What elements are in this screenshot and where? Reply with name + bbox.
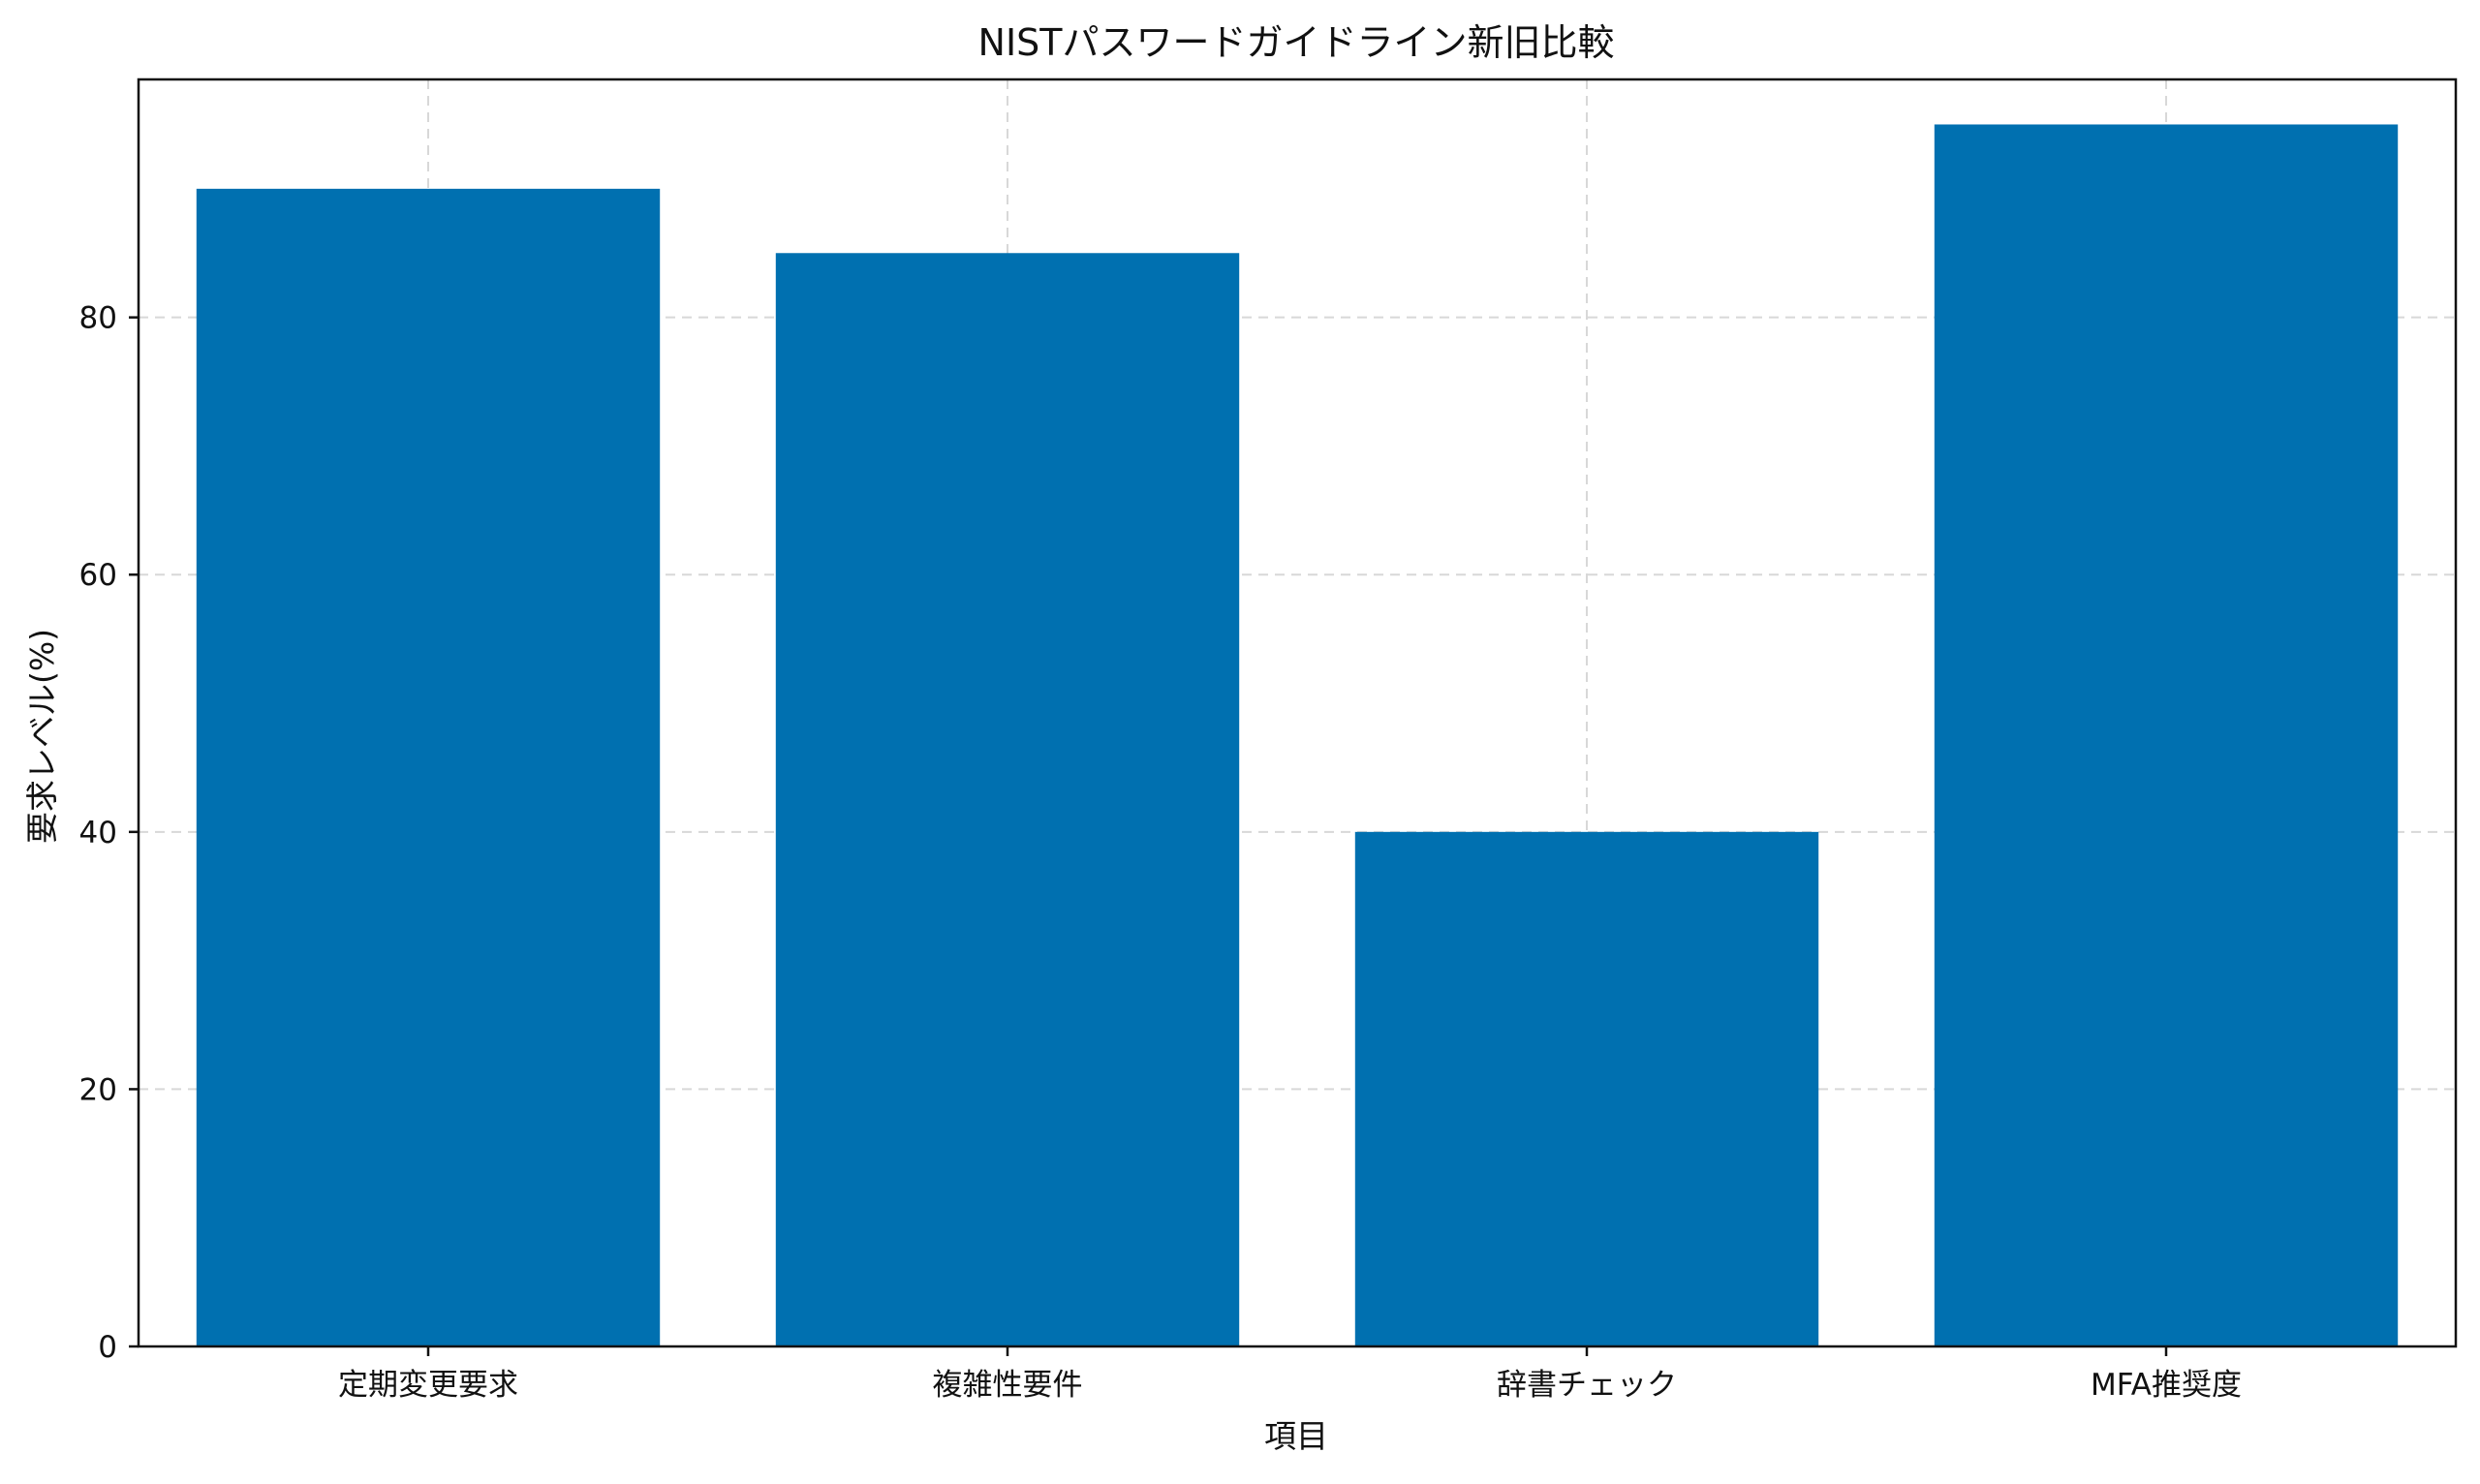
x-tick-label: MFA推奨度: [2091, 1368, 2242, 1403]
x-tick-label: 定期変更要求: [338, 1368, 518, 1403]
bars: [196, 124, 2399, 1347]
bar: [1354, 831, 1819, 1346]
y-axis-label: 要求レベル(%): [23, 629, 61, 844]
y-tick-label: 0: [98, 1330, 117, 1365]
plot-frame: [137, 77, 2458, 1348]
x-tick-label: 複雑性要件: [933, 1368, 1083, 1403]
axes: [137, 77, 2458, 1348]
chart-title: NISTパスワードガイドライン新旧比較: [978, 21, 1615, 64]
y-tick-label: 40: [79, 816, 117, 850]
bar: [775, 253, 1240, 1346]
x-tick-label: 辞書チェック: [1497, 1368, 1677, 1403]
bar: [196, 188, 661, 1347]
x-axis-label: 項目: [1264, 1417, 1328, 1455]
x-axis-ticks: 定期変更要求 複雑性要件 辞書チェック MFA推奨度: [338, 1346, 2242, 1403]
y-tick-label: 80: [79, 301, 117, 336]
y-axis-ticks: 0 20 40 60 80: [79, 301, 139, 1365]
y-tick-label: 20: [79, 1072, 117, 1107]
y-tick-label: 60: [79, 558, 117, 593]
bar: [1934, 124, 2399, 1346]
